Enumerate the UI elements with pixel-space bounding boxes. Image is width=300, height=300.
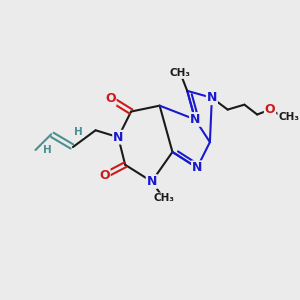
Text: O: O: [99, 169, 110, 182]
Text: O: O: [105, 92, 116, 105]
Text: O: O: [265, 103, 275, 116]
Text: CH₃: CH₃: [153, 193, 174, 203]
Text: N: N: [190, 113, 200, 126]
Text: N: N: [207, 91, 217, 104]
Text: N: N: [192, 161, 202, 174]
Text: H: H: [74, 127, 83, 137]
Text: N: N: [147, 175, 157, 188]
Text: H: H: [43, 145, 52, 155]
Text: N: N: [113, 131, 123, 144]
Text: CH₃: CH₃: [170, 68, 191, 78]
Text: CH₃: CH₃: [278, 112, 299, 122]
